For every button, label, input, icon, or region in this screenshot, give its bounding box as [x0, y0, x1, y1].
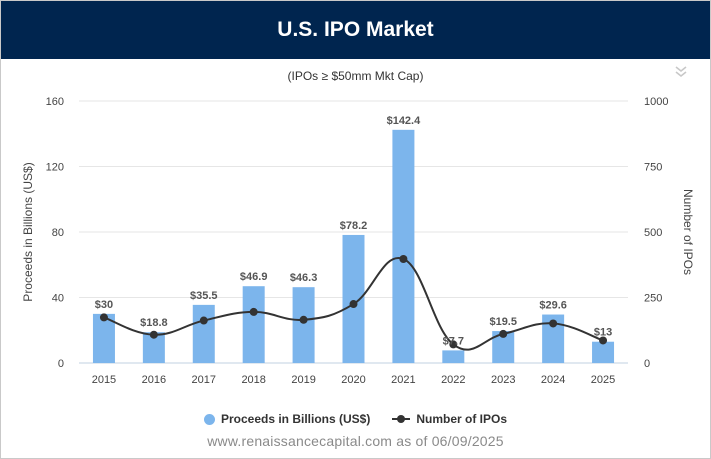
legend-item-ipos[interactable]: Number of IPOs: [392, 412, 507, 426]
bar-2019: [292, 287, 315, 363]
bar-2018: [242, 286, 265, 363]
ipo-count-line: [103, 256, 604, 351]
ipo-count-point-2017: [199, 316, 208, 325]
legend: Proceeds in Billions (US$) Number of IPO…: [1, 412, 710, 426]
legend-swatch-proceeds: [203, 413, 215, 425]
bar-data-label: $142.4: [387, 115, 422, 127]
bar-2025: [592, 341, 615, 363]
bar-data-label: $19.5: [489, 316, 517, 328]
legend-swatch-ipos: [392, 414, 411, 424]
ipo-count-point-2020: [349, 300, 358, 309]
bar-data-label: $35.5: [190, 290, 218, 302]
y2-tick-label: 1000: [644, 96, 668, 108]
ipo-count-point-2022: [449, 340, 458, 349]
y-tick-label: 40: [52, 293, 64, 305]
x-tick-label: 2022: [441, 374, 465, 386]
bar-data-label: $30: [95, 299, 113, 311]
bar-2015: [92, 313, 115, 363]
x-tick-label: 2018: [241, 374, 265, 386]
legend-label-proceeds: Proceeds in Billions (US$): [220, 412, 371, 426]
bar-data-label: $7.7: [443, 335, 464, 347]
ipo-count-point-2024: [549, 319, 558, 328]
y2-tick-label: 0: [644, 358, 650, 370]
ipo-count-point-2015: [99, 313, 108, 322]
ipo-count-point-2021: [399, 254, 408, 263]
x-tick-label: 2021: [391, 374, 415, 386]
source-footer: www.renaissancecapital.com as of 06/09/2…: [207, 433, 504, 449]
x-tick-label: 2024: [541, 374, 565, 386]
bar-2021: [392, 129, 415, 363]
bar-2020: [342, 234, 365, 363]
page-title: U.S. IPO Market: [1, 1, 710, 59]
x-tick-label: 2025: [591, 374, 615, 386]
bar-data-label: $46.3: [290, 272, 318, 284]
bar-2017: [192, 304, 215, 363]
bar-2023: [492, 331, 515, 363]
bar-2024: [542, 314, 565, 363]
bar-2022: [442, 350, 465, 363]
y2-tick-label: 500: [644, 227, 662, 239]
x-tick-label: 2015: [92, 374, 116, 386]
y-axis-title: Proceeds in Billions (US$): [21, 162, 35, 301]
bar-2016: [142, 332, 165, 363]
chevron-double-down-icon[interactable]: [672, 63, 690, 81]
legend-item-proceeds[interactable]: Proceeds in Billions (US$): [203, 412, 371, 426]
legend-label-ipos: Number of IPOs: [416, 412, 508, 426]
chart-subtitle: (IPOs ≥ $50mm Mkt Cap): [287, 69, 424, 83]
y-tick-label: 160: [46, 96, 64, 108]
bar-data-label: $13: [594, 327, 612, 339]
x-tick-label: 2019: [291, 374, 315, 386]
bar-data-label: $18.8: [140, 317, 168, 329]
x-tick-label: 2017: [192, 374, 216, 386]
x-tick-label: 2016: [142, 374, 166, 386]
combo-chart: 0 40 80 120 160 0 250 500 750 1000 Proceeds in Bil…: [21, 96, 695, 386]
x-tick-label: 2020: [341, 374, 365, 386]
y2-tick-label: 750: [644, 162, 662, 174]
ipo-count-point-2023: [499, 329, 508, 338]
y-tick-label: 0: [58, 358, 64, 370]
bar-data-label: $29.6: [539, 300, 567, 312]
ipo-count-point-2018: [249, 307, 258, 316]
y-tick-label: 120: [46, 162, 64, 174]
bar-data-label: $78.2: [340, 220, 368, 232]
y2-axis-title: Number of IPOs: [681, 189, 695, 275]
ipo-count-point-2016: [149, 330, 158, 339]
x-tick-label: 2023: [491, 374, 515, 386]
ipo-count-point-2019: [299, 315, 308, 324]
bar-data-label: $46.9: [240, 271, 268, 283]
ipo-count-point-2025: [599, 336, 608, 345]
y2-tick-label: 250: [644, 293, 662, 305]
y-tick-label: 80: [52, 227, 64, 239]
